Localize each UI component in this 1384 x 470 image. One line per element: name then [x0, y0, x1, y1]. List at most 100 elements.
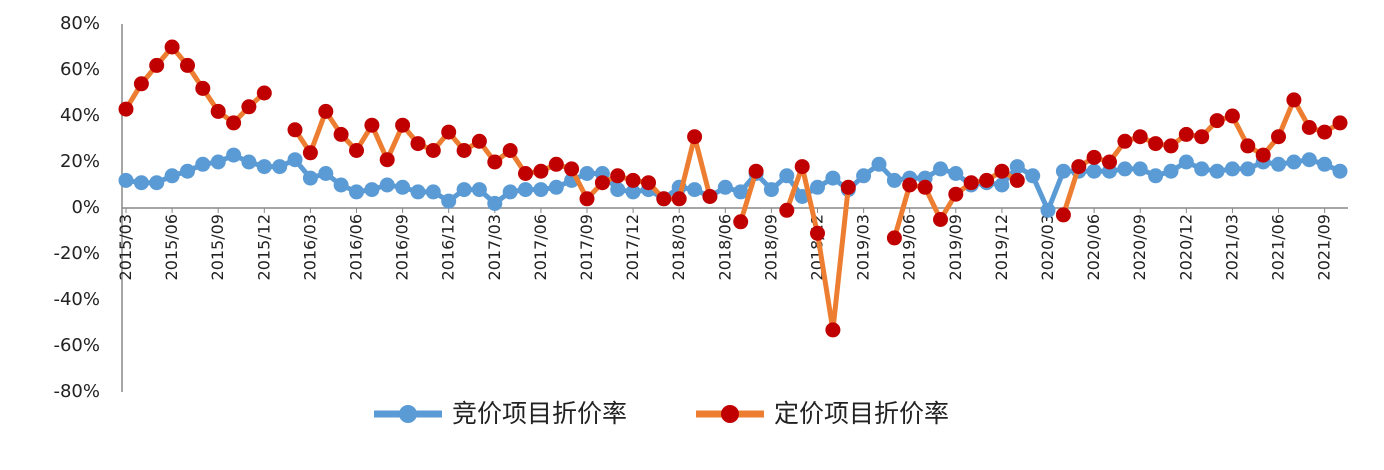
data-point [272, 159, 288, 175]
data-point [441, 193, 457, 209]
y-tick-label: -40% [53, 289, 100, 310]
data-point [794, 159, 810, 175]
data-point [533, 163, 549, 179]
x-tick-label: 2016/06 [347, 214, 366, 280]
series-line [738, 168, 759, 225]
data-point [333, 126, 349, 142]
data-point [1332, 115, 1348, 131]
data-point [318, 166, 334, 181]
data-point [502, 143, 518, 158]
data-point [733, 184, 749, 200]
data-point [948, 166, 964, 181]
data-point [979, 172, 995, 188]
x-tick-label: 2020/09 [1130, 214, 1149, 280]
data-point [825, 322, 841, 338]
data-point [425, 143, 441, 158]
data-point [395, 179, 411, 195]
data-point [641, 175, 656, 191]
data-point [594, 175, 610, 191]
legend-label-bidding: 竞价项目折价率 [452, 399, 627, 428]
x-tick-label: 2018/03 [669, 214, 688, 280]
x-tick-label: 2017/12 [623, 214, 642, 280]
legend-label-fixed: 定价项目折价率 [774, 399, 949, 428]
data-point [118, 172, 134, 188]
x-tick-label: 2017/09 [577, 214, 596, 280]
x-tick-label: 2019/09 [946, 214, 965, 280]
data-point [1178, 126, 1194, 142]
data-point [948, 186, 964, 202]
data-point [210, 154, 226, 170]
data-point [226, 147, 242, 163]
data-point [656, 191, 672, 207]
data-point [241, 99, 257, 115]
data-point [256, 159, 272, 175]
data-point [471, 133, 487, 149]
data-point [886, 172, 902, 188]
series-line [123, 44, 267, 126]
y-tick-label: 80% [60, 13, 100, 34]
data-point [933, 212, 948, 227]
data-point [487, 154, 503, 170]
data-point [1224, 108, 1240, 124]
data-point [149, 175, 165, 191]
data-point [502, 184, 518, 200]
y-tick-label: -20% [53, 243, 100, 264]
data-point [1271, 156, 1286, 172]
data-point [564, 161, 580, 177]
series-layer [118, 39, 1348, 338]
data-point [1071, 159, 1087, 175]
data-point [687, 129, 703, 145]
data-point [133, 76, 149, 92]
data-point [1194, 129, 1210, 145]
data-point [886, 230, 902, 246]
data-point [1148, 168, 1164, 184]
data-point [1301, 120, 1317, 135]
x-tick-label: 2020/03 [1038, 214, 1057, 280]
data-point [1209, 163, 1225, 179]
y-axis-ticks: 80% 60% 40% 20% 0% -20% -40% -60% -80% [53, 13, 100, 402]
data-point [1301, 152, 1317, 168]
x-tick-label: 2021/06 [1269, 214, 1288, 280]
x-tick-label: 2015/03 [116, 214, 135, 280]
data-point [1163, 163, 1179, 179]
data-point [1255, 147, 1271, 163]
data-point [963, 175, 979, 191]
data-point [518, 166, 533, 181]
x-tick-label: 2016/12 [439, 214, 458, 280]
data-point [1178, 154, 1194, 170]
series-line [292, 108, 713, 202]
data-point [810, 179, 825, 195]
data-point [1117, 161, 1133, 177]
data-point [379, 177, 395, 193]
y-tick-label: -80% [53, 381, 100, 402]
data-point [195, 80, 211, 96]
data-point [226, 115, 242, 131]
data-point [1317, 156, 1333, 172]
data-point [1132, 129, 1148, 145]
data-point [902, 177, 918, 193]
data-point [871, 156, 887, 172]
legend-item-fixed: 定价项目折价率 [696, 399, 949, 428]
y-tick-label: 40% [60, 105, 100, 126]
data-point [702, 189, 718, 204]
x-tick-label: 2016/09 [393, 214, 412, 280]
data-point [1286, 92, 1302, 108]
data-point [1086, 163, 1102, 179]
data-point [1132, 161, 1148, 177]
data-point [410, 184, 426, 200]
data-point [487, 195, 503, 211]
y-tick-label: 20% [60, 151, 100, 172]
data-point [1163, 138, 1179, 154]
y-tick-label: 0% [71, 197, 100, 218]
data-point [610, 168, 626, 184]
data-point [579, 191, 595, 207]
x-tick-label: 2020/12 [1176, 214, 1195, 280]
data-point [548, 156, 564, 172]
x-tick-label: 2015/09 [208, 214, 227, 280]
data-point [825, 170, 841, 186]
data-point [1055, 207, 1071, 223]
x-tick-label: 2019/12 [992, 214, 1011, 280]
data-point [1025, 168, 1041, 184]
data-point [717, 179, 733, 195]
data-point [149, 57, 165, 73]
